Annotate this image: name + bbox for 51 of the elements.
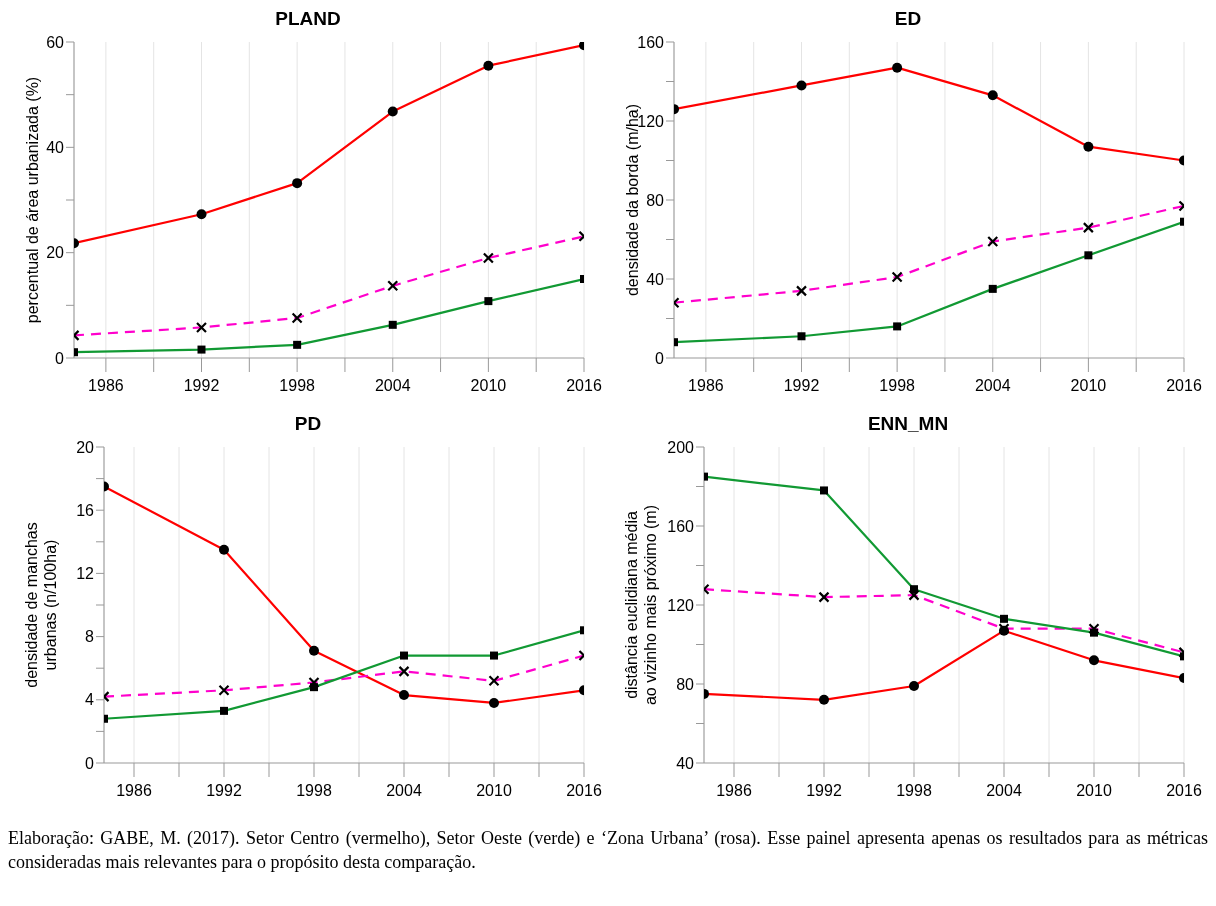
- x-tick-label: 1992: [783, 377, 820, 395]
- x-tick-label: 1998: [279, 377, 316, 395]
- y-axis-title: distância euclidiana média ao vizinho mais próximo (m): [623, 504, 659, 706]
- x-tick-label: 2016: [1166, 377, 1202, 395]
- x-tick-label: 2004: [386, 782, 422, 800]
- y-tick-label: 160: [637, 33, 665, 51]
- y-tick-label: 60: [46, 33, 65, 51]
- x-tick-label: 1986: [688, 377, 724, 395]
- x-tick-label: 2016: [566, 782, 602, 800]
- x-tick-label: 1992: [183, 377, 220, 395]
- x-tick-label: 2016: [1166, 782, 1202, 800]
- y-tick-label: 12: [76, 565, 95, 583]
- x-tick-label: 2004: [374, 377, 411, 395]
- x-tick-label: 1986: [88, 377, 124, 395]
- y-tick-label: 20: [46, 244, 65, 262]
- x-tick-label: 1998: [896, 782, 932, 800]
- y-tick-label: 0: [655, 349, 665, 367]
- x-tick-label: 1986: [116, 782, 152, 800]
- x-tick-label: 1998: [296, 782, 332, 800]
- y-tick-label: 160: [667, 517, 695, 535]
- y-tick-label: 40: [676, 754, 695, 772]
- chart-title: ED: [893, 8, 923, 30]
- x-tick-label: 2010: [1076, 782, 1112, 800]
- y-tick-label: 0: [85, 754, 95, 772]
- x-tick-label: 2004: [986, 782, 1022, 800]
- chart-title: PD: [293, 413, 323, 435]
- x-tick-label: 1986: [716, 782, 752, 800]
- y-tick-label: 20: [76, 438, 95, 456]
- y-tick-label: 16: [76, 501, 95, 519]
- y-tick-label: 40: [646, 270, 665, 288]
- y-axis-title: percentual de área urbanizada (%): [24, 76, 41, 324]
- x-tick-label: 1992: [206, 782, 242, 800]
- y-tick-label: 40: [46, 139, 65, 157]
- x-tick-label: 2010: [1070, 377, 1107, 395]
- y-tick-label: 80: [676, 675, 695, 693]
- y-tick-label: 120: [667, 596, 695, 614]
- x-tick-label: 2010: [470, 377, 507, 395]
- y-tick-label: 4: [85, 691, 95, 709]
- y-tick-label: 200: [667, 438, 695, 456]
- x-tick-label: 1992: [806, 782, 842, 800]
- y-tick-label: 80: [646, 191, 665, 209]
- x-tick-label: 2004: [974, 377, 1011, 395]
- y-tick-label: 0: [55, 349, 65, 367]
- x-tick-label: 1998: [879, 377, 916, 395]
- y-axis-title: densidade de manchas urbanas (n/100ha): [23, 522, 59, 688]
- x-tick-label: 2010: [476, 782, 512, 800]
- text: Elaboração: GABE, M. (2017). Setor Centro (vermelho), Setor Oeste (verde) e ‘Zona Urbana’ (rosa). Esse painel apresenta apenas os resultados para as métricas consideradas mais relevantes para o propósito desta comparação.: [8, 827, 1208, 874]
- chart-title: ENN_MN: [866, 413, 950, 435]
- chart-title: PLAND: [274, 8, 342, 30]
- x-tick-label: 2016: [566, 377, 602, 395]
- y-tick-label: 8: [85, 628, 95, 646]
